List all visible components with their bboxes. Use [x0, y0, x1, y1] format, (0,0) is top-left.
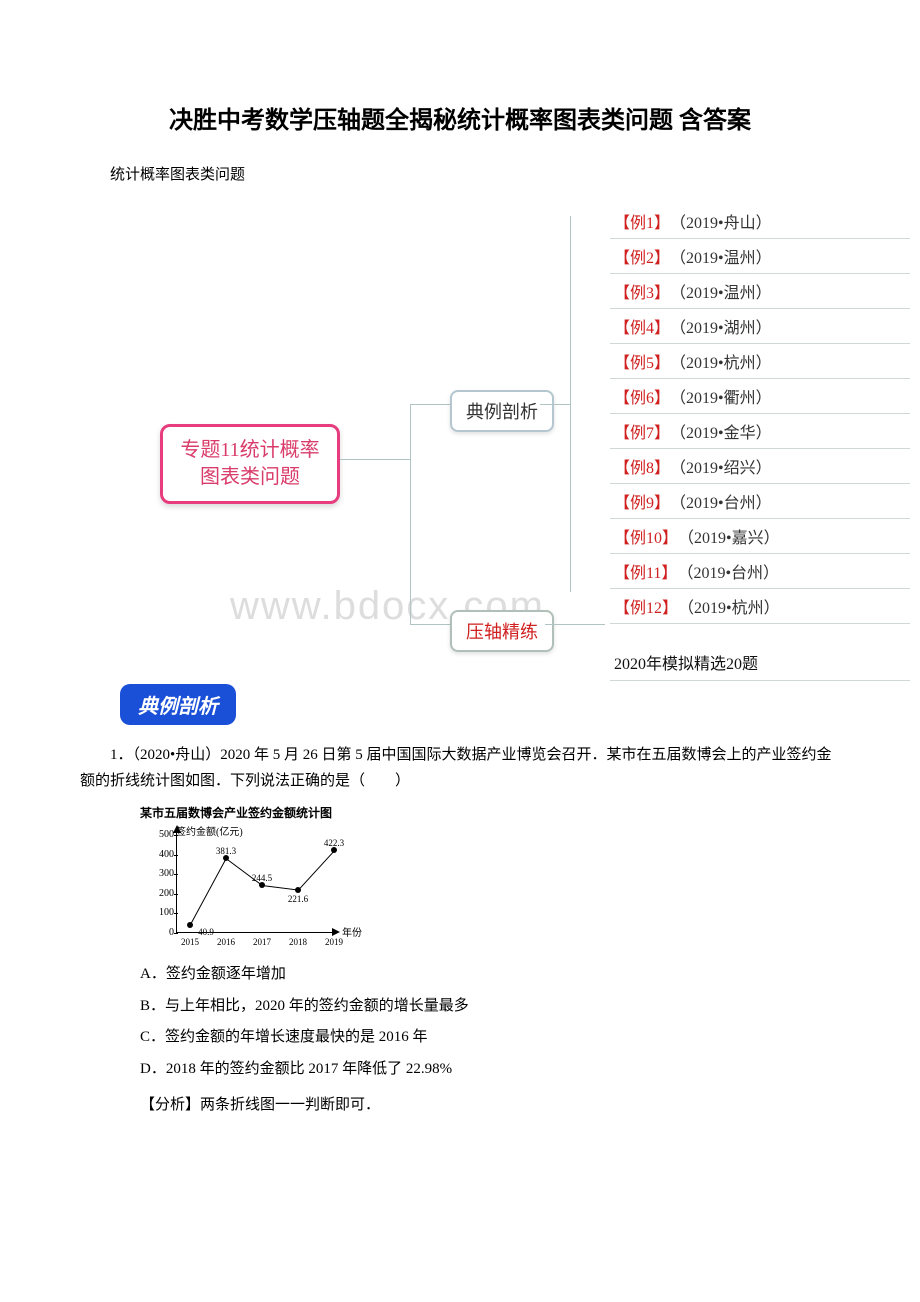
- connector: [340, 459, 410, 460]
- example-item: 【例8】 （2019•绍兴）: [610, 449, 910, 484]
- connector: [410, 624, 450, 625]
- example-src: （2019•杭州）: [678, 355, 772, 372]
- chart-point-label: 381.3: [216, 846, 236, 856]
- example-src: （2019•绍兴）: [678, 460, 772, 477]
- xtick-label: 2015: [181, 937, 199, 947]
- chart-ylabel: 签约金额(亿元): [176, 823, 243, 838]
- example-item: 【例10】 （2019•嘉兴）: [610, 519, 910, 554]
- example-item: 【例11】 （2019•台州）: [610, 554, 910, 589]
- ytick-mark: [174, 913, 178, 914]
- chart-segment: [262, 885, 298, 890]
- page-title: 决胜中考数学压轴题全揭秘统计概率图表类问题 含答案: [80, 100, 840, 135]
- mindmap-root-line1: 专题11统计概率: [180, 439, 319, 461]
- chart-point: [295, 887, 301, 893]
- xtick-label: 2018: [289, 937, 307, 947]
- connector: [570, 216, 571, 592]
- sim-item: 2020年模拟精选20题: [610, 644, 910, 681]
- chart-xlabel: 年份: [342, 924, 362, 939]
- chart-point-label: 244.5: [252, 873, 272, 883]
- example-tag: 【例8】: [614, 460, 662, 477]
- example-src: （2019•湖州）: [678, 320, 772, 337]
- connector: [545, 624, 605, 625]
- example-tag: 【例5】: [614, 355, 662, 372]
- chart-segment: [190, 859, 227, 926]
- connector: [540, 404, 570, 405]
- mindmap-root: 专题11统计概率 图表类问题: [160, 424, 340, 504]
- chart-point-label: 40.9: [198, 927, 214, 937]
- example-src: （2019•嘉兴）: [686, 530, 780, 547]
- mindmap-root-line2: 图表类问题: [200, 466, 300, 488]
- example-src: （2019•温州）: [678, 250, 772, 267]
- example-tag: 【例3】: [614, 285, 662, 302]
- connector: [410, 404, 411, 624]
- example-item: 【例5】 （2019•杭州）: [610, 344, 910, 379]
- example-item: 【例3】 （2019•温州）: [610, 274, 910, 309]
- y-axis: [176, 829, 177, 933]
- chart-point-label: 422.3: [324, 838, 344, 848]
- example-tag: 【例6】: [614, 390, 662, 407]
- ytick-mark: [174, 855, 178, 856]
- example-tag: 【例11】: [614, 565, 669, 582]
- options: A．签约金额逐年增加 B．与上年相比，2020 年的签约金额的增长量最多 C．签…: [140, 959, 840, 1085]
- example-tag: 【例7】: [614, 425, 662, 442]
- ytick-label: 400: [150, 849, 174, 860]
- ytick-mark: [174, 894, 178, 895]
- example-item: 【例12】 （2019•杭州）: [610, 589, 910, 624]
- chart-title: 某市五届数博会产业签约金额统计图: [140, 804, 370, 821]
- example-tag: 【例1】: [614, 215, 662, 232]
- example-item: 【例7】 （2019•金华）: [610, 414, 910, 449]
- example-item: 【例1】 （2019•舟山）: [610, 204, 910, 239]
- xtick-label: 2017: [253, 937, 271, 947]
- chart-point-label: 221.6: [288, 894, 308, 904]
- example-item: 【例4】 （2019•湖州）: [610, 309, 910, 344]
- subtitle: 统计概率图表类问题: [80, 163, 840, 184]
- example-list: 【例1】 （2019•舟山） 【例2】 （2019•温州） 【例3】 （2019…: [610, 204, 910, 681]
- ytick-mark: [174, 874, 178, 875]
- option-b: B．与上年相比，2020 年的签约金额的增长量最多: [140, 991, 840, 1023]
- ytick-mark: [174, 835, 178, 836]
- branch-example: 典例剖析: [450, 390, 554, 432]
- example-item: 【例9】 （2019•台州）: [610, 484, 910, 519]
- ytick-label: 300: [150, 868, 174, 879]
- ytick-label: 0: [150, 927, 174, 938]
- x-arrow-icon: [332, 928, 340, 936]
- ytick-label: 500: [150, 829, 174, 840]
- line-chart: 某市五届数博会产业签约金额统计图 签约金额(亿元) 年份 0 100 200 300 4…: [140, 804, 370, 945]
- example-src: （2019•台州）: [685, 565, 779, 582]
- connector: [410, 404, 450, 405]
- option-c: C．签约金额的年增长速度最快的是 2016 年: [140, 1022, 840, 1054]
- example-src: （2019•杭州）: [686, 600, 780, 617]
- example-tag: 【例4】: [614, 320, 662, 337]
- example-tag: 【例2】: [614, 250, 662, 267]
- chart-segment: [298, 850, 335, 890]
- ytick-label: 100: [150, 907, 174, 918]
- example-src: （2019•舟山）: [678, 215, 772, 232]
- section-badge: 典例剖析: [120, 684, 236, 725]
- example-item: 【例2】 （2019•温州）: [610, 239, 910, 274]
- example-src: （2019•衢州）: [678, 390, 772, 407]
- ytick-mark: [174, 933, 178, 934]
- example-src: （2019•温州）: [678, 285, 772, 302]
- branch-practice: 压轴精练: [450, 610, 554, 652]
- xtick-label: 2016: [217, 937, 235, 947]
- xtick-label: 2019: [325, 937, 343, 947]
- example-tag: 【例9】: [614, 495, 662, 512]
- example-src: （2019•金华）: [678, 425, 772, 442]
- chart-point: [187, 922, 193, 928]
- example-tag: 【例10】: [614, 530, 670, 547]
- mindmap: www.bdocx.com 专题11统计概率 图表类问题 典例剖析 压轴精练 【…: [80, 204, 840, 664]
- analysis: 【分析】两条折线图一一判断即可．: [140, 1093, 840, 1114]
- option-d: D．2018 年的签约金额比 2017 年降低了 22.98%: [140, 1054, 840, 1086]
- example-tag: 【例12】: [614, 600, 670, 617]
- analysis-text: 两条折线图一一判断即可．: [200, 1097, 380, 1113]
- question-stem: 1．（2020•舟山）2020 年 5 月 26 日第 5 届中国国际大数据产业…: [80, 743, 840, 794]
- analysis-label: 【分析】: [140, 1097, 200, 1113]
- example-item: 【例6】 （2019•衢州）: [610, 379, 910, 414]
- ytick-label: 200: [150, 888, 174, 899]
- option-a: A．签约金额逐年增加: [140, 959, 840, 991]
- example-src: （2019•台州）: [678, 495, 772, 512]
- y-arrow-icon: [173, 825, 181, 833]
